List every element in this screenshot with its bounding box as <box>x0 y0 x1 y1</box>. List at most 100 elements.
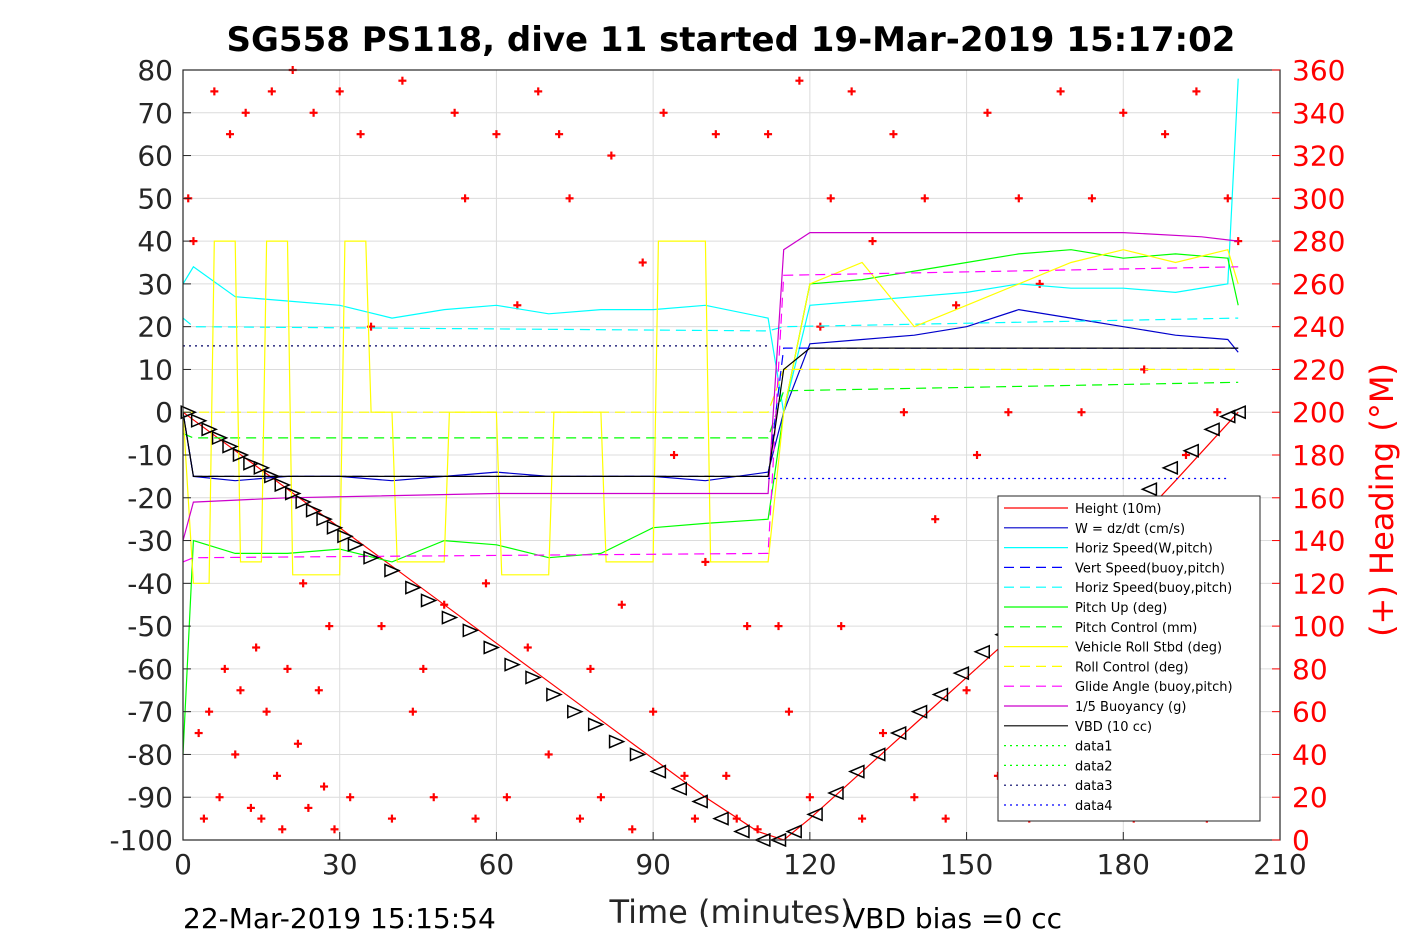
height-sample-marker <box>201 422 219 437</box>
series-line-7 <box>182 240 1239 584</box>
heading-point <box>210 87 219 96</box>
y2-tick-label: 240 <box>1292 311 1345 344</box>
height-sample-marker <box>284 486 302 501</box>
x-tick-label: 180 <box>1097 848 1150 881</box>
heading-point <box>325 622 334 631</box>
heading-point <box>387 814 396 823</box>
heading-point <box>586 664 595 673</box>
heading-point <box>878 729 887 738</box>
heading-point <box>858 814 867 823</box>
height-sample-marker <box>889 725 907 741</box>
height-sample-marker <box>222 439 239 454</box>
heading-point <box>1087 194 1096 203</box>
height-sample-marker <box>868 747 886 762</box>
heading-point <box>544 750 553 759</box>
y2-tick-label: 260 <box>1292 268 1345 301</box>
y2-tick-label: 60 <box>1292 696 1328 729</box>
heading-point <box>952 301 961 310</box>
heading-point <box>784 707 793 716</box>
height-sample-marker <box>504 657 522 672</box>
heading-point <box>492 130 501 139</box>
height-sample-marker <box>316 512 333 527</box>
heading-point <box>1014 194 1023 203</box>
footer-vbd-bias: VBD bias =0 cc <box>846 902 1062 935</box>
heading-point <box>502 793 511 802</box>
height-sample-marker <box>384 563 401 578</box>
y2-tick-label: 100 <box>1292 610 1345 643</box>
heading-point <box>596 793 605 802</box>
heading-point <box>795 76 804 85</box>
y2-tick-label: 200 <box>1292 396 1345 429</box>
legend-label: Horiz Speed(W,pitch) <box>1075 542 1213 557</box>
heading-point <box>330 825 339 834</box>
heading-point <box>670 451 679 459</box>
heading-point <box>931 515 940 524</box>
heading-point <box>429 793 438 802</box>
heading-point <box>743 622 752 631</box>
x-axis-ticks: 0 30 60 90 120 150 180 210 <box>174 832 1307 881</box>
heading-point <box>649 707 658 716</box>
height-sample-marker <box>420 593 438 608</box>
y-tick-label: 70 <box>137 97 173 130</box>
height-sample-marker <box>274 477 292 493</box>
heading-point <box>1004 408 1013 417</box>
heading-point <box>481 579 490 588</box>
y-tick-label: -70 <box>127 696 173 729</box>
legend-label: data4 <box>1075 799 1113 814</box>
heading-point <box>215 793 224 802</box>
height-sample-marker <box>712 811 729 826</box>
heading-point <box>252 643 261 652</box>
heading-point <box>309 108 318 117</box>
y2-axis-label: (+) Heading (°M) <box>1363 363 1401 637</box>
chart-title: SG558 PS118, dive 11 started 19-Mar-2019… <box>227 20 1236 60</box>
heading-point <box>722 771 731 780</box>
y2-tick-label: 20 <box>1292 781 1328 814</box>
heading-point <box>889 130 898 139</box>
heading-point <box>910 793 919 802</box>
y2-tick-label: 280 <box>1292 225 1345 258</box>
heading-point <box>555 130 564 139</box>
y2-tick-label: 340 <box>1292 97 1345 130</box>
x-tick-label: 0 <box>174 848 192 881</box>
heading-point <box>408 707 417 716</box>
heading-point <box>278 825 287 834</box>
heading-point <box>1056 87 1065 96</box>
heading-point <box>732 814 741 823</box>
heading-point <box>1213 408 1222 417</box>
y2-tick-label: 160 <box>1292 482 1345 515</box>
y-tick-label: -100 <box>109 824 173 857</box>
height-sample-marker <box>931 687 949 702</box>
heading-point <box>471 814 480 823</box>
heading-point <box>617 600 626 609</box>
height-sample-marker <box>190 413 208 428</box>
height-sample-marker <box>462 623 480 638</box>
heading-point <box>199 814 208 823</box>
height-sample-marker <box>363 550 380 565</box>
height-sample-marker <box>483 640 501 655</box>
height-sample-marker <box>337 529 354 544</box>
heading-point <box>236 686 245 695</box>
heading-point <box>293 739 302 748</box>
heading-point <box>680 771 689 780</box>
height-sample-marker <box>326 520 344 535</box>
y2-tick-label: 320 <box>1292 140 1345 173</box>
height-sample-marker <box>733 824 750 839</box>
heading-point <box>1035 279 1044 288</box>
heading-point <box>1077 408 1086 417</box>
legend-label: VBD (10 cc) <box>1075 720 1152 735</box>
heading-point <box>764 130 773 139</box>
heading-point <box>450 108 459 117</box>
height-sample-marker <box>587 717 605 732</box>
heading-point <box>1119 108 1128 117</box>
heading-point <box>513 301 522 310</box>
series-line-8 <box>183 368 1239 413</box>
heading-point <box>920 194 929 203</box>
heading-point <box>523 643 532 652</box>
heading-point <box>701 557 710 566</box>
height-sample-marker <box>441 610 459 625</box>
height-sample-marker <box>691 794 708 809</box>
legend-label: Vehicle Roll Stbd (deg) <box>1075 641 1222 656</box>
y-tick-label: -30 <box>127 525 173 558</box>
heading-point <box>983 108 992 117</box>
heading-point <box>534 87 543 96</box>
